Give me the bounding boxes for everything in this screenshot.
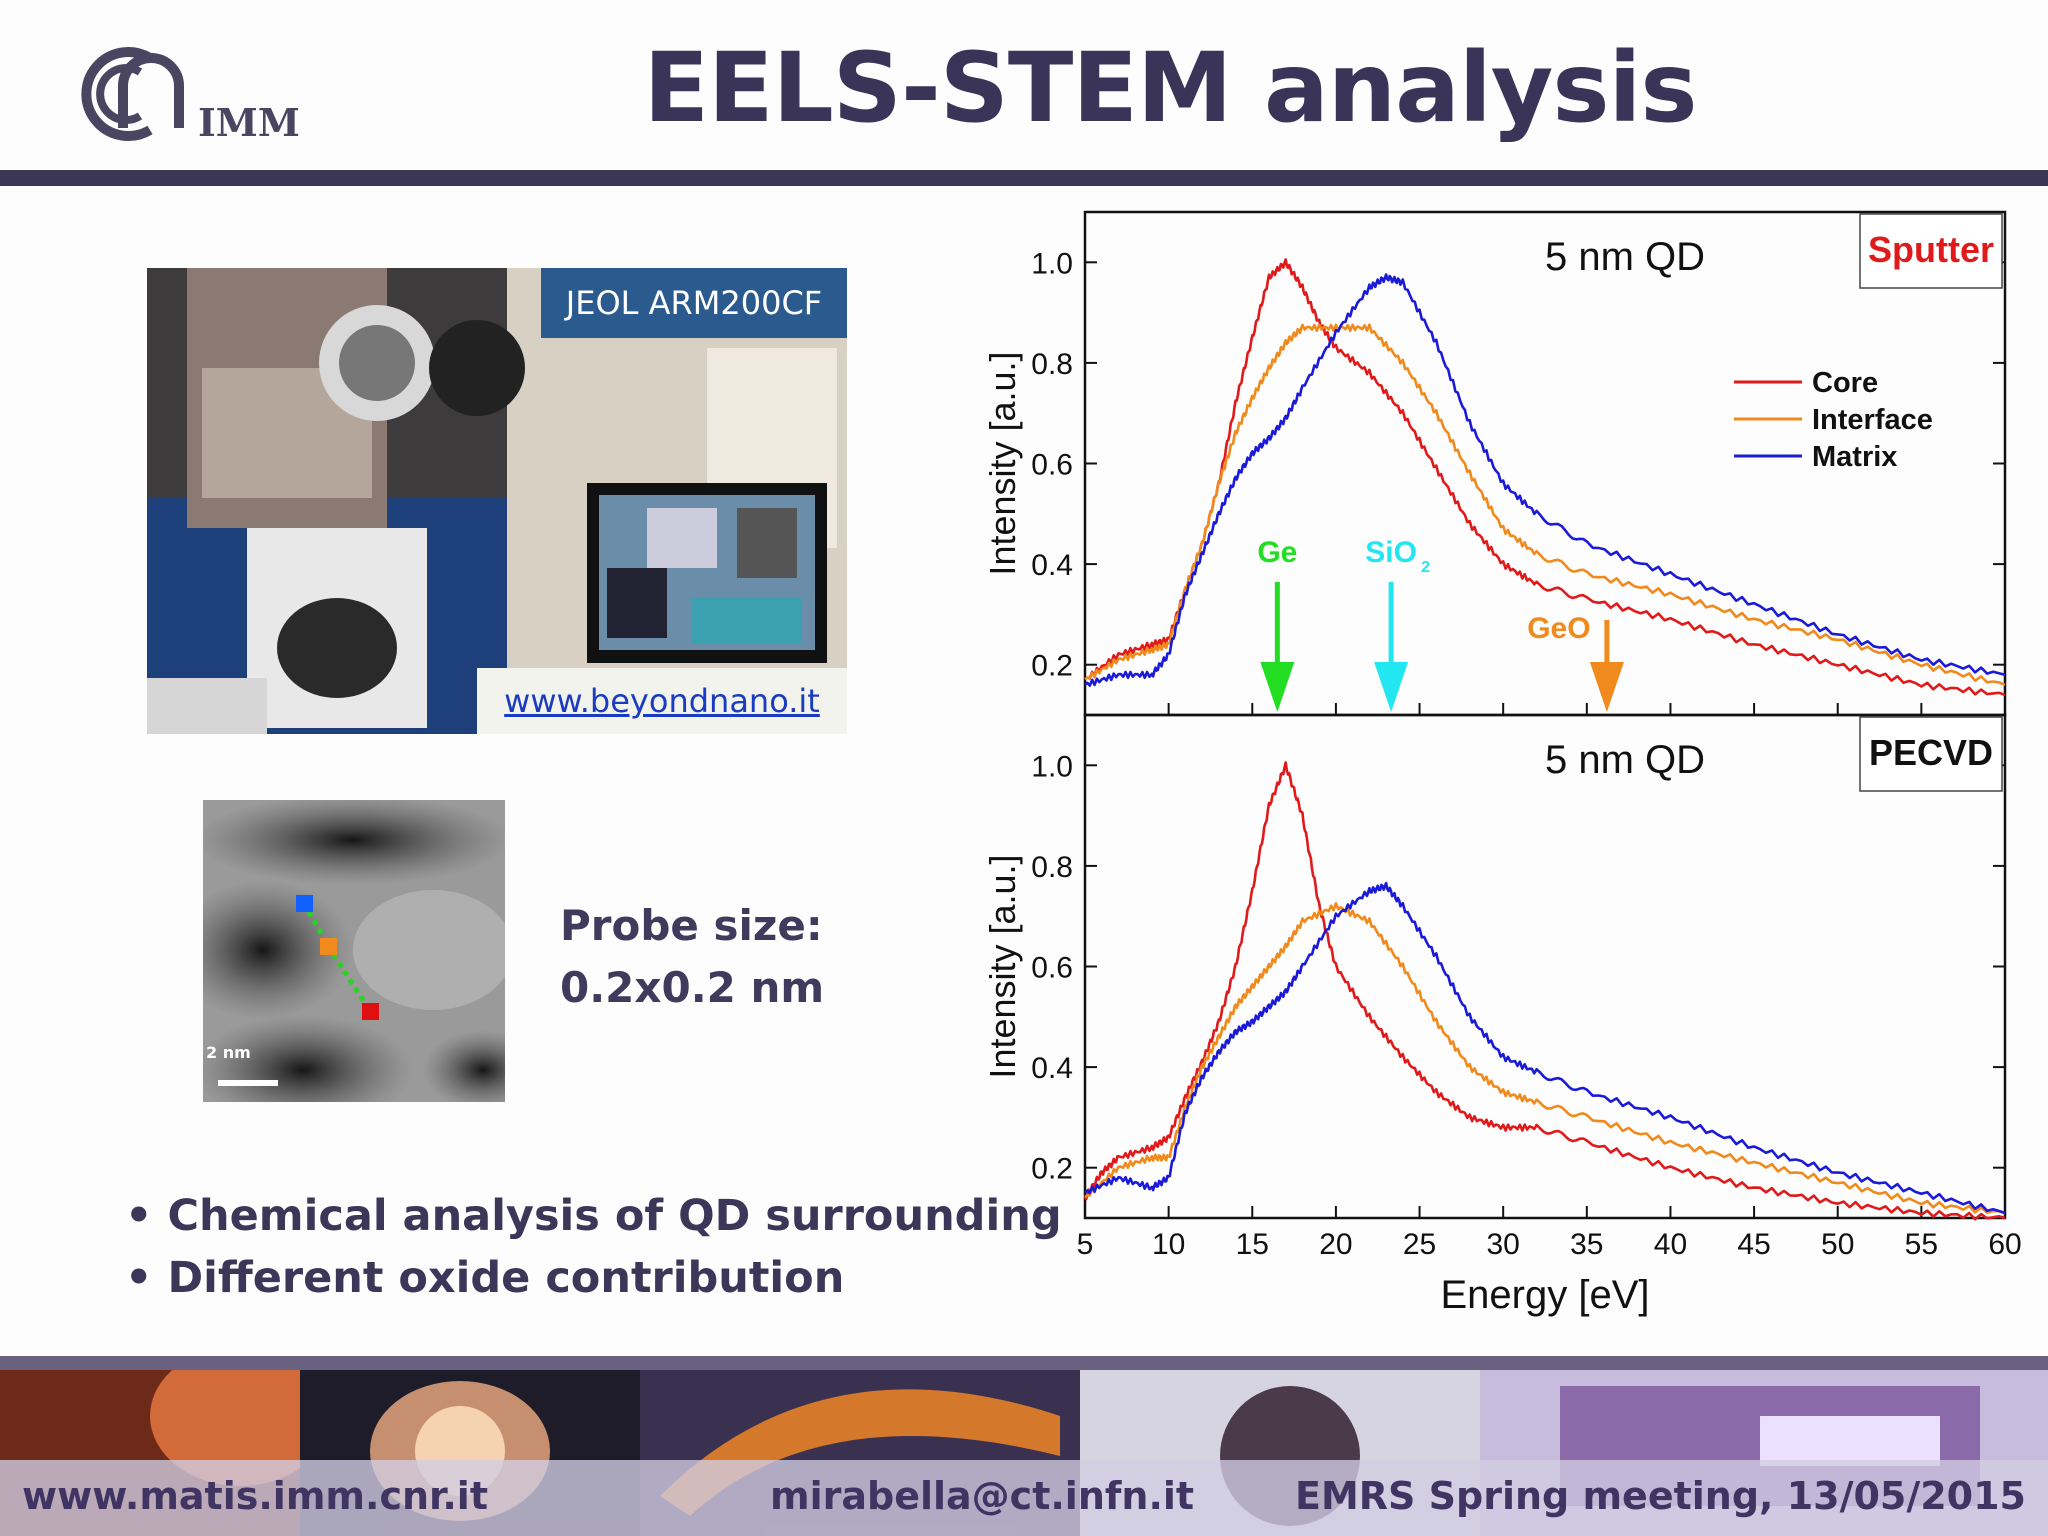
y-tick-label: 0.8 — [1031, 348, 1073, 381]
x-tick-label: 25 — [1403, 1228, 1436, 1261]
y-tick-label: 0.4 — [1031, 1052, 1073, 1085]
y-axis-label: Intensity [a.u.] — [982, 351, 1023, 575]
x-tick-label: 20 — [1319, 1228, 1352, 1261]
y-tick-label: 0.2 — [1031, 650, 1073, 683]
legend-label: Matrix — [1812, 441, 1897, 473]
probe-point-core — [362, 1003, 379, 1020]
series-line-matrix — [1084, 881, 2006, 1215]
title-divider — [0, 170, 2048, 186]
probe-size-text: Probe size: 0.2x0.2 nm — [560, 895, 824, 1019]
microscope-model-label: JEOL ARM200CF — [541, 268, 847, 338]
series-line-matrix — [1084, 273, 2006, 687]
probe-point-matrix — [296, 895, 313, 912]
x-tick-label: 10 — [1152, 1228, 1185, 1261]
beyondnano-link[interactable]: www.beyondnano.it — [477, 668, 847, 734]
footer-event: EMRS Spring meeting, 13/05/2015 — [1295, 1474, 2026, 1518]
cnr-imm-logo: IMM — [55, 38, 315, 148]
marker-arrow-head — [1260, 662, 1295, 712]
x-tick-label: 50 — [1821, 1228, 1854, 1261]
marker-label-subscript: 2 — [1421, 559, 1430, 576]
x-tick-label: 40 — [1654, 1228, 1687, 1261]
probe-size-value: 0.2x0.2 nm — [560, 963, 825, 1012]
probe-size-label: Probe size: — [560, 901, 823, 950]
marker-arrow-head — [1374, 662, 1409, 712]
marker-arrow-head — [1589, 662, 1624, 712]
y-tick-label: 0.6 — [1031, 952, 1073, 985]
panel-label: Sputter — [1868, 229, 1994, 270]
panel-label: PECVD — [1869, 732, 1993, 773]
series-line-interface — [1084, 902, 2006, 1215]
logo-text: IMM — [198, 100, 300, 145]
panel-label-box — [1859, 716, 2003, 792]
y-tick-label: 0.6 — [1031, 449, 1073, 482]
footer-bar — [0, 1460, 2048, 1536]
y-tick-label: 0.2 — [1031, 1153, 1073, 1186]
legend-label: Interface — [1812, 404, 1933, 436]
x-tick-label: 15 — [1236, 1228, 1269, 1261]
x-tick-label: 35 — [1570, 1228, 1603, 1261]
size-annotation: 5 nm QD — [1545, 235, 1705, 279]
y-tick-label: 0.8 — [1031, 851, 1073, 884]
x-tick-label: 60 — [1988, 1228, 2021, 1261]
series-line-interface — [1084, 323, 2006, 687]
marker-label: GeO — [1527, 612, 1590, 645]
eels-spectra-chart: 0.2 0.4 0.6 0.8 1.0 Intensity [a.u.] 5 nm QD Sp… — [982, 210, 2022, 1317]
footer-website[interactable]: www.matis.imm.cnr.it — [22, 1474, 488, 1518]
bullet-item: • Different oxide contribution — [125, 1253, 845, 1303]
x-axis-label: Energy [eV] — [1440, 1273, 1649, 1317]
stem-image: 2 nm — [203, 800, 505, 1102]
y-tick-label: 1.0 — [1031, 750, 1073, 783]
bullet-item: • Chemical analysis of QD surrounding — [125, 1191, 1062, 1241]
page-title: EELS-STEM analysis — [643, 32, 1697, 144]
y-tick-label: 1.0 — [1031, 247, 1073, 280]
x-tick-label: 55 — [1905, 1228, 1938, 1261]
footer-email[interactable]: mirabella@ct.infn.it — [770, 1474, 1195, 1518]
scale-bar-label: 2 nm — [206, 1043, 251, 1062]
y-tick-label: 0.4 — [1031, 549, 1073, 582]
size-annotation: 5 nm QD — [1545, 738, 1705, 782]
bullet-list: • Chemical analysis of QD surrounding • … — [125, 1185, 1062, 1309]
legend-label: Core — [1812, 367, 1878, 399]
probe-point-interface — [320, 938, 337, 955]
scale-bar — [218, 1080, 278, 1086]
y-axis-label: Intensity [a.u.] — [982, 854, 1023, 1078]
x-tick-label: 5 — [1077, 1228, 1094, 1261]
x-tick-label: 45 — [1737, 1228, 1770, 1261]
marker-label: Ge — [1257, 536, 1297, 569]
series-line-core — [1083, 761, 2006, 1221]
marker-label: SiO — [1365, 536, 1417, 569]
microscope-photo: JEOL ARM200CF www.beyondnano.it — [147, 268, 847, 734]
x-tick-label: 30 — [1486, 1228, 1519, 1261]
panel-label-box — [1859, 213, 2003, 289]
